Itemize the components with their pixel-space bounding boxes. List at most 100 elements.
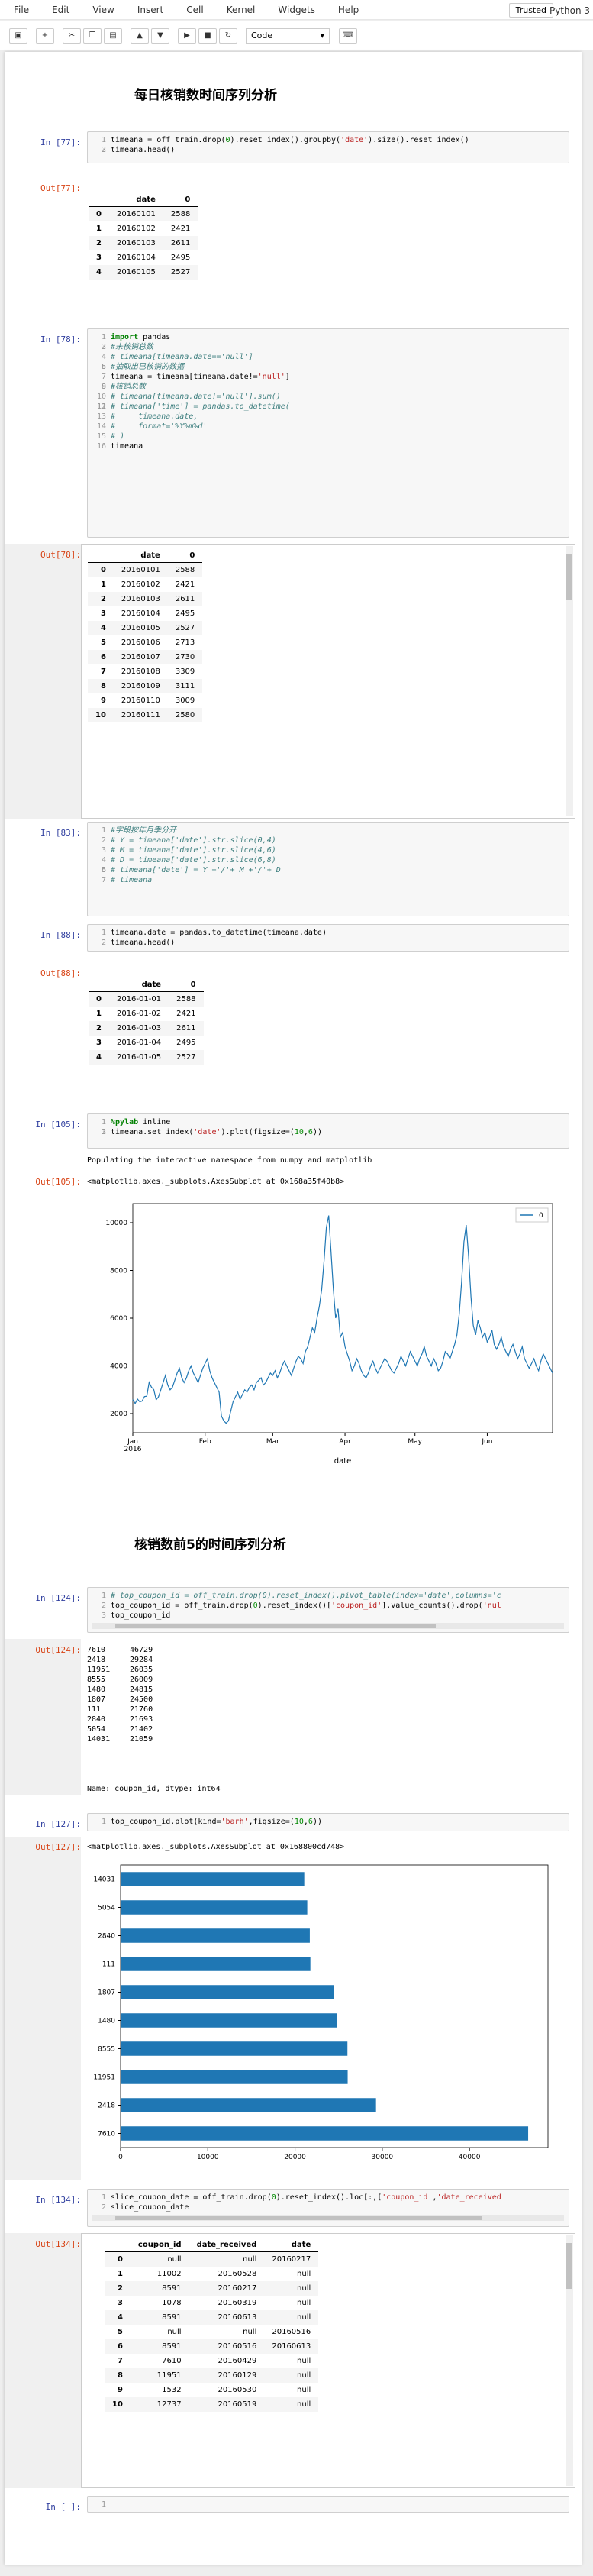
series-index: 8555	[87, 1676, 106, 1684]
insert-cell-button[interactable]: +	[36, 27, 54, 44]
code-cell-134[interactable]: 1 slice_coupon_date = off_train.drop(0).r…	[87, 2189, 569, 2227]
table-row-index: 1	[96, 1010, 102, 1018]
menu-widgets[interactable]: Widgets	[278, 4, 315, 15]
code-cell-127[interactable]: 1 top_coupon_id.plot(kind='barh',figsize=…	[87, 1813, 569, 1831]
table-index-header	[89, 193, 109, 207]
table-cell: 2713	[175, 638, 195, 647]
restart-button[interactable]: ↻	[219, 27, 237, 44]
paste-icon: ▤	[109, 31, 117, 40]
menu-kernel[interactable]: Kernel	[226, 4, 256, 15]
output-shadow-127	[5, 1837, 81, 2180]
save-button[interactable]: ▣	[9, 27, 27, 44]
menu-edit[interactable]: Edit	[52, 4, 70, 15]
horizontal-scrollbar-134[interactable]	[92, 2215, 564, 2221]
scroll-thumb-78[interactable]	[566, 554, 572, 600]
menu-view[interactable]: View	[92, 4, 114, 15]
table-cell: 2580	[175, 711, 195, 719]
series-row: 11951 26035	[87, 1665, 179, 1675]
table-column-header: 0	[190, 981, 196, 989]
menu-insert[interactable]: Insert	[137, 4, 164, 15]
table-cell: 2495	[175, 609, 195, 618]
table-cell: 20160110	[121, 697, 160, 705]
arrow-down-icon: ▼	[157, 31, 163, 40]
x-tick-label: 30000	[372, 2154, 394, 2161]
table-row-index: 7	[100, 667, 106, 676]
bar	[121, 1957, 311, 1971]
command-palette-button[interactable]: ⌨	[339, 27, 357, 44]
h-scroll-thumb-134[interactable]	[115, 2216, 482, 2220]
table-cell: 20160516	[272, 2328, 311, 2336]
code-cell-105[interactable]: 1 %pylab inline 2 3 timeana.set_index('dat…	[87, 1113, 569, 1149]
move-up-button[interactable]: ▲	[131, 27, 149, 44]
code-cell-83[interactable]: 1 #字段按年月季分开 2 # Y = timeana['date'].str.sl…	[87, 822, 569, 916]
interrupt-button[interactable]: ■	[198, 27, 217, 44]
h-scroll-thumb-124[interactable]	[115, 1624, 436, 1628]
cut-button[interactable]: ✂	[63, 27, 81, 44]
copy-button[interactable]: ❐	[83, 27, 102, 44]
table-cell: 3111	[175, 682, 195, 690]
code-cell-124[interactable]: 1 # top_coupon_id = off_train.drop(0).res…	[87, 1587, 569, 1633]
code-cell-88[interactable]: 1 timeana.date = pandas.to_datetime(timea…	[87, 924, 569, 952]
table-row: 7 7610 20160429 null	[105, 2354, 318, 2368]
table-cell: 20160217	[272, 2255, 311, 2264]
table-row-index: 4	[96, 1053, 102, 1062]
table-cell: 8591	[162, 2313, 182, 2322]
input-prompt-127: In [127]:	[35, 1819, 81, 1829]
table-cell: 20160106	[121, 638, 160, 647]
x-tick-label: 0	[118, 2154, 123, 2161]
scroll-thumb-134[interactable]	[566, 2243, 572, 2289]
table-row: 10 12737 20160519 null	[105, 2397, 319, 2412]
menu-file[interactable]: File	[14, 4, 30, 15]
move-down-button[interactable]: ▼	[151, 27, 169, 44]
table-row-index: 1	[96, 225, 102, 233]
x-tick-label: 2016	[124, 1446, 142, 1453]
code-cell-78[interactable]: 1 import pandas 2 3 #未核销总数 4 # timeana[time…	[87, 328, 569, 538]
y-tick-label: 11951	[93, 2074, 115, 2082]
table-cell: 2527	[175, 624, 195, 632]
table-cell: 2588	[175, 566, 195, 574]
output-prompt-78: Out[78]:	[40, 550, 81, 560]
output-shadow-78	[5, 544, 81, 819]
x-tick-label: Feb	[199, 1438, 211, 1446]
y-tick-label: 10000	[105, 1220, 127, 1227]
dataframe-table-78: date 0 0 20160101 2588 1 20160102 2421 2 20160103…	[88, 549, 203, 722]
table-cell: 3309	[175, 667, 195, 676]
table-cell: 20160105	[116, 268, 156, 276]
paste-button[interactable]: ▤	[104, 27, 122, 44]
table-row: 6 20160107 2730	[88, 650, 203, 664]
series-row: 2840 21693	[87, 1715, 179, 1724]
menu-help[interactable]: Help	[337, 4, 359, 15]
series-index: 1480	[87, 1686, 106, 1694]
run-button[interactable]: ▶	[178, 27, 196, 44]
y-tick-label: 111	[102, 1961, 115, 1969]
output-prompt-134: Out[134]:	[35, 2239, 81, 2249]
menu-cell[interactable]: Cell	[186, 4, 204, 15]
output-scroll-78[interactable]: date 0 0 20160101 2588 1 20160102 2421 2 20160103…	[81, 544, 575, 819]
trusted-indicator[interactable]: Trusted	[508, 3, 553, 18]
output-prompt-105: Out[105]:	[35, 1177, 81, 1187]
table-cell: 20160111	[121, 711, 160, 719]
keyboard-icon: ⌨	[342, 31, 354, 40]
table-cell: 20160519	[218, 2400, 257, 2409]
code-cell-77[interactable]: 1 timeana = off_train.drop(0).reset_index…	[87, 131, 569, 163]
vertical-scrollbar-134[interactable]	[566, 2235, 573, 2486]
table-cell: 20160429	[218, 2357, 257, 2365]
table-row: 5 20160106 2713	[88, 635, 202, 650]
x-tick-label: Jan	[127, 1438, 138, 1446]
cell-type-select[interactable]: Code ▾	[246, 27, 330, 44]
y-tick-label: 1807	[98, 1989, 115, 1997]
table-row-index: 6	[117, 2342, 123, 2351]
horizontal-scrollbar-124[interactable]	[92, 1623, 564, 1629]
code-cell-empty[interactable]: 1	[87, 2496, 569, 2513]
vertical-scrollbar-78[interactable]	[566, 546, 573, 816]
table-row: 4 8591 20160613 null	[105, 2310, 319, 2325]
table-cell: null	[297, 2371, 311, 2380]
output-scroll-134[interactable]: coupon_id date_received date 0 null null 20160…	[81, 2233, 575, 2488]
plus-icon: +	[41, 31, 49, 40]
table-cell: 2527	[170, 268, 191, 276]
table-cell: 2527	[176, 1053, 196, 1062]
series-index: 14031	[87, 1735, 111, 1744]
input-prompt-88: In [88]:	[40, 930, 81, 940]
series-row: 7610 46729	[87, 1645, 179, 1655]
series-row: 8555 26009	[87, 1675, 179, 1685]
